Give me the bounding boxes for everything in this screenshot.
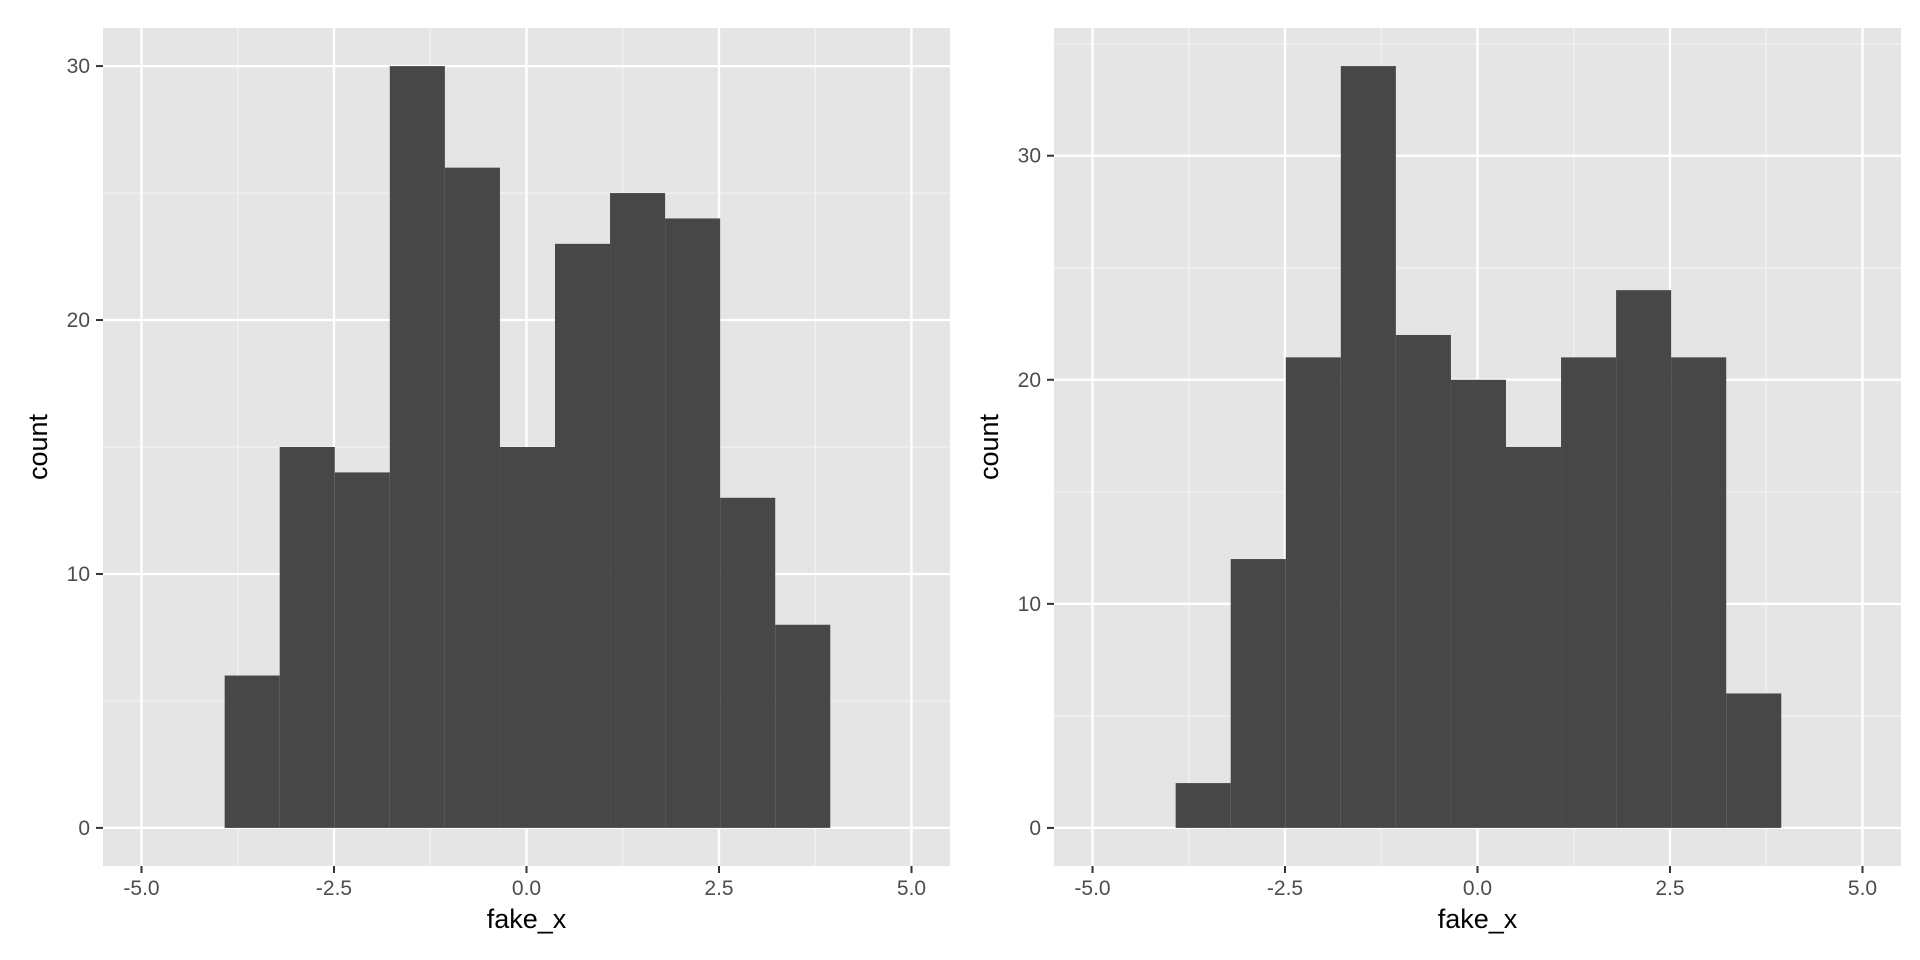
left-x-tick-label: 0.0 xyxy=(512,877,541,900)
left-x-tick-label: -5.0 xyxy=(123,877,159,900)
right-histogram-bar-5 xyxy=(1395,334,1451,828)
left-histogram-bar-5 xyxy=(444,167,500,828)
right-y-tick-label: 20 xyxy=(1018,369,1041,392)
left-histogram-bar-8 xyxy=(610,193,666,828)
left-x-tick-label: -2.5 xyxy=(316,877,352,900)
left-x-tick-label: 2.5 xyxy=(704,877,733,900)
left-y-tick-label: 10 xyxy=(67,563,90,586)
right-histogram-bar-3 xyxy=(1285,357,1341,828)
right-y-tick-label: 0 xyxy=(1029,817,1041,840)
left-histogram-bar-9 xyxy=(665,218,721,828)
left-histogram-bar-2 xyxy=(279,447,335,828)
right-y-axis-title: count xyxy=(974,413,1004,480)
left-y-tick-label: 20 xyxy=(67,309,90,332)
left-histogram-panel: -5.0 -2.5 0.0 2.5 5.0 0 10 20 30 fake_x count xyxy=(23,28,950,934)
left-histogram-bar-10 xyxy=(720,497,776,828)
right-histogram-bar-7 xyxy=(1505,447,1562,828)
right-histogram-bar-11 xyxy=(1726,693,1782,828)
right-histogram-bar-8 xyxy=(1561,357,1617,828)
right-x-tick-label: -2.5 xyxy=(1267,877,1303,900)
right-histogram-bar-10 xyxy=(1671,357,1727,828)
left-y-axis-title: count xyxy=(23,413,53,480)
left-histogram-bar-3 xyxy=(334,472,390,828)
right-histogram-panel: -5.0 -2.5 0.0 2.5 5.0 0 10 20 30 fake_x count xyxy=(974,28,1901,934)
left-histogram-bar-11 xyxy=(775,624,831,828)
right-x-tick-label: 0.0 xyxy=(1463,877,1492,900)
right-histogram-bar-9 xyxy=(1616,290,1672,828)
right-x-tick-label: -5.0 xyxy=(1074,877,1110,900)
left-histogram-bar-6 xyxy=(499,447,555,828)
right-x-tick-label: 5.0 xyxy=(1848,877,1877,900)
left-x-axis-title: fake_x xyxy=(487,904,567,934)
right-y-tick-label: 10 xyxy=(1018,593,1041,616)
right-x-tick-label: 2.5 xyxy=(1655,877,1684,900)
left-y-tick-label: 30 xyxy=(67,55,90,78)
left-x-tick-label: 5.0 xyxy=(897,877,926,900)
left-y-tick-label: 0 xyxy=(78,817,90,840)
left-histogram-bar-1 xyxy=(224,675,280,828)
right-histogram-bar-2 xyxy=(1230,559,1286,828)
right-x-axis-title: fake_x xyxy=(1438,904,1518,934)
right-histogram-bar-6 xyxy=(1450,379,1506,828)
left-histogram-bar-7 xyxy=(554,243,611,828)
right-histogram-bar-1 xyxy=(1175,783,1231,828)
left-histogram-bar-4 xyxy=(389,66,445,828)
right-y-tick-label: 30 xyxy=(1018,145,1041,168)
right-histogram-bar-4 xyxy=(1340,66,1396,828)
